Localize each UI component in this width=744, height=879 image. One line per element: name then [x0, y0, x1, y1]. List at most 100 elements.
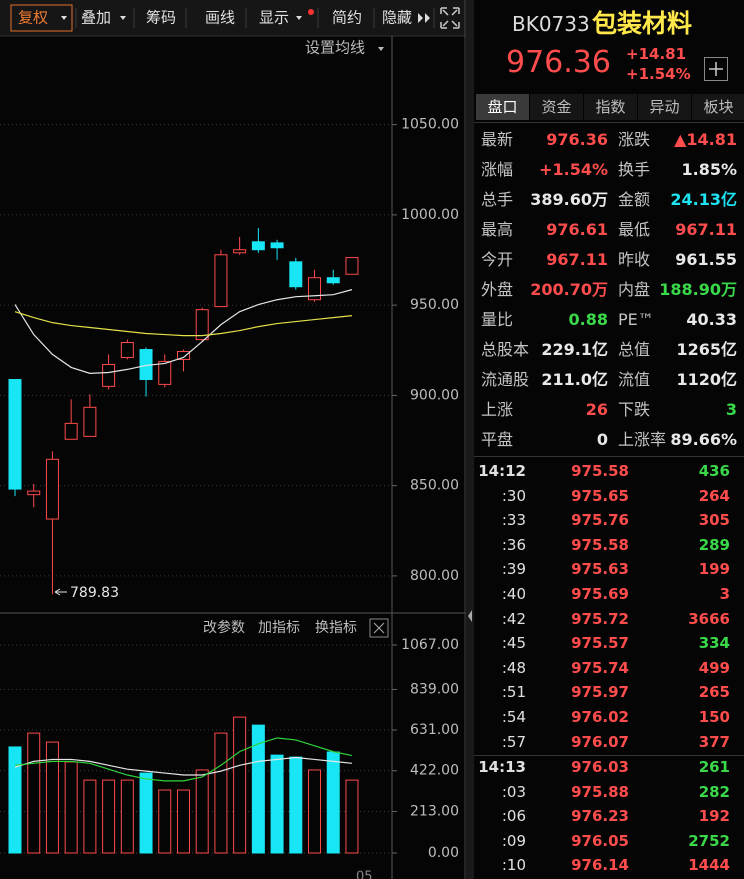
- separator: [474, 122, 744, 123]
- splitter[interactable]: [466, 0, 474, 879]
- toolbar-button[interactable]: 显示: [259, 9, 289, 27]
- tab[interactable]: 板块: [692, 94, 744, 120]
- stat-label: 外盘: [481, 280, 514, 299]
- tab[interactable]: 资金: [530, 94, 583, 120]
- tick-time: :39: [501, 560, 526, 579]
- candle-body: [308, 277, 322, 301]
- toolbar-button[interactable]: 隐藏: [382, 9, 412, 27]
- annotation-arrow: [54, 588, 67, 596]
- stat-value: 0.88: [568, 310, 608, 329]
- volume-bar: [27, 732, 41, 854]
- tick-time: :48: [501, 658, 526, 677]
- tab[interactable]: 指数: [584, 94, 637, 120]
- tab[interactable]: 盘口: [476, 94, 529, 120]
- candle-body: [176, 351, 190, 360]
- tick-time: :10: [501, 856, 526, 875]
- candle-body: [345, 257, 359, 275]
- y-tick-label: 800.00: [410, 568, 459, 584]
- tick-price: 975.57: [571, 634, 629, 653]
- volume-bar: [251, 724, 265, 854]
- volume-bar: [195, 769, 209, 854]
- stat-label: 最新: [481, 130, 514, 149]
- candle-body: [158, 360, 172, 385]
- stat-value: 1.85%: [681, 160, 737, 179]
- close-box[interactable]: [369, 618, 389, 638]
- tick-time: 14:12: [478, 462, 526, 480]
- volume-bar: [120, 779, 134, 854]
- volume-bar: [64, 761, 78, 854]
- close-icon[interactable]: [373, 622, 385, 634]
- stat-label: 流值: [618, 370, 651, 389]
- tick-time: :51: [501, 683, 526, 702]
- stat-value: 389.60万: [530, 190, 608, 209]
- stat-value: 211.0亿: [541, 370, 608, 389]
- toolbar-button[interactable]: 叠加: [81, 9, 111, 27]
- tick-volume: 199: [698, 560, 730, 579]
- indicator-button[interactable]: 加指标: [258, 620, 300, 636]
- volume-bar: [326, 751, 340, 854]
- price: 976.36: [506, 45, 611, 80]
- tick-volume: 192: [698, 807, 730, 826]
- stat-value: 967.11: [675, 220, 737, 239]
- add-button[interactable]: [704, 57, 728, 81]
- ma-button[interactable]: 设置均线: [305, 39, 365, 57]
- stat-value: 200.70万: [530, 280, 608, 299]
- tick-time: :57: [501, 732, 526, 751]
- splitter-arrow[interactable]: [466, 606, 474, 626]
- stat-value: 229.1亿: [541, 340, 608, 359]
- tick-price: 976.23: [571, 807, 629, 826]
- stat-value: 967.11: [546, 250, 608, 269]
- stat-value: 976.36: [546, 130, 608, 149]
- stat-label: 内盘: [618, 280, 651, 299]
- dropdown-arrow: [378, 47, 384, 51]
- change: +14.81: [626, 45, 687, 63]
- tick-time: :33: [501, 511, 526, 530]
- tick-time: :45: [501, 634, 526, 653]
- stat-value: ▲14.81: [674, 130, 737, 149]
- indicator-button[interactable]: 换指标: [315, 619, 357, 636]
- tick-volume: 265: [698, 683, 730, 702]
- volume-ma-line: [14, 756, 353, 776]
- toolbar-button[interactable]: 画线: [205, 9, 235, 27]
- tick-time: :40: [501, 585, 526, 603]
- tick-volume: 334: [698, 634, 730, 653]
- indicator-button[interactable]: 改参数: [203, 619, 245, 636]
- stat-label: 今开: [481, 250, 514, 269]
- candle-body: [102, 364, 116, 387]
- tick-price: 975.63: [571, 560, 629, 579]
- candle-body: [289, 261, 303, 288]
- y-tick-label: 422.00: [410, 763, 459, 779]
- stat-label: 最低: [618, 220, 651, 239]
- stat-value: 961.55: [675, 250, 737, 269]
- toolbar-button[interactable]: 复权: [18, 9, 48, 27]
- stat-value: 0: [596, 430, 608, 449]
- volume-bar: [270, 754, 284, 854]
- ma-line: [14, 289, 353, 374]
- tick-price: 975.58: [571, 462, 629, 480]
- fullscreen-icon[interactable]: [440, 7, 460, 29]
- candle-body: [233, 249, 247, 254]
- notice-dot: [308, 9, 314, 15]
- tab[interactable]: 异动: [638, 94, 691, 120]
- candle-body: [214, 254, 228, 308]
- toolbar-button[interactable]: 简约: [332, 9, 362, 27]
- y-tick-label: 1000.00: [401, 207, 459, 223]
- stat-value: 1120亿: [676, 370, 737, 389]
- chart-pane: 设置均线 789.83 05 复权 叠加 筹码 画线 显示 简约 隐藏 800.00 850.0…: [0, 0, 466, 879]
- tick-volume: 1444: [688, 856, 730, 875]
- volume-bar: [214, 732, 228, 854]
- tick-volume: 436: [698, 462, 730, 480]
- candle-body: [195, 309, 209, 341]
- separator: [474, 456, 744, 457]
- volume-bar: [233, 716, 247, 854]
- tick-time: :03: [501, 782, 526, 801]
- tick-price: 976.03: [571, 758, 629, 776]
- stat-label: 量比: [481, 310, 514, 329]
- stat-label: PE™: [618, 310, 654, 329]
- stat-label: 上涨: [481, 400, 514, 419]
- active-button-border: [10, 4, 73, 32]
- tick-volume: 150: [698, 708, 730, 726]
- toolbar-button[interactable]: 筹码: [146, 9, 176, 27]
- candle-body: [45, 458, 59, 520]
- stat-label: 总股本: [481, 340, 530, 359]
